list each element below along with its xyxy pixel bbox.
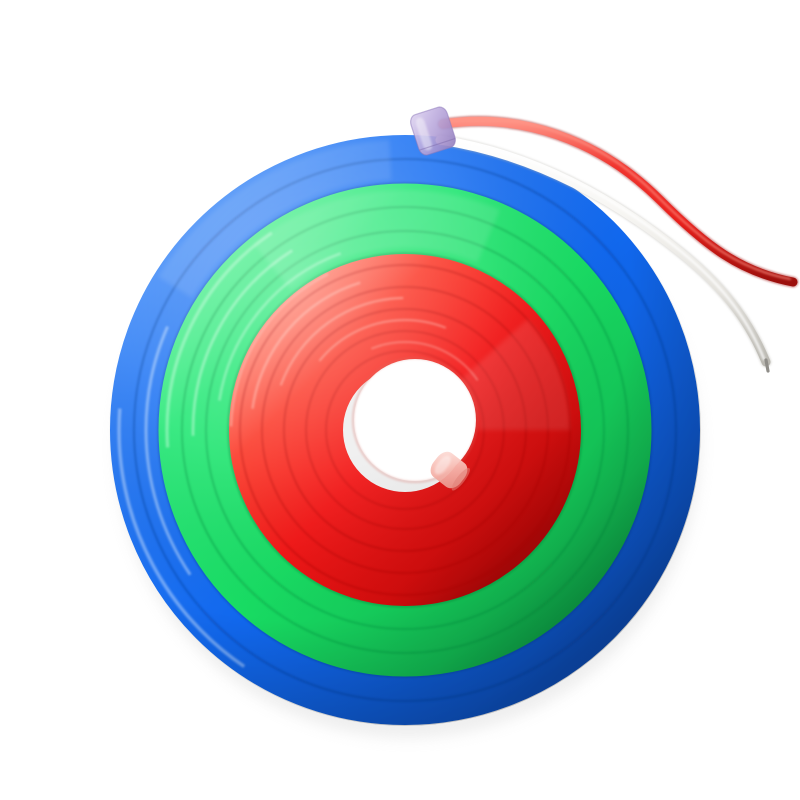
inner-tip-cap-end-face	[451, 467, 470, 491]
white-wire-highlight	[440, 135, 766, 361]
white-lead-wire	[434, 134, 772, 373]
inner-hole-fill	[354, 359, 476, 481]
end-cap-highlight	[415, 117, 433, 151]
translucent-end-cap	[410, 106, 456, 156]
red-lead-wire	[437, 116, 799, 288]
white-wire-bare-tip	[764, 358, 770, 373]
inner-hole-edge	[352, 357, 478, 483]
inner-tube-tip-cap	[430, 451, 470, 491]
end-cap-outline	[410, 106, 456, 156]
inner-tip-cap-highlight	[434, 455, 451, 475]
lead-wires	[434, 116, 799, 373]
red-wire-highlight	[445, 117, 792, 281]
end-cap-seam	[419, 137, 456, 151]
coil-inner-hole	[352, 357, 478, 483]
